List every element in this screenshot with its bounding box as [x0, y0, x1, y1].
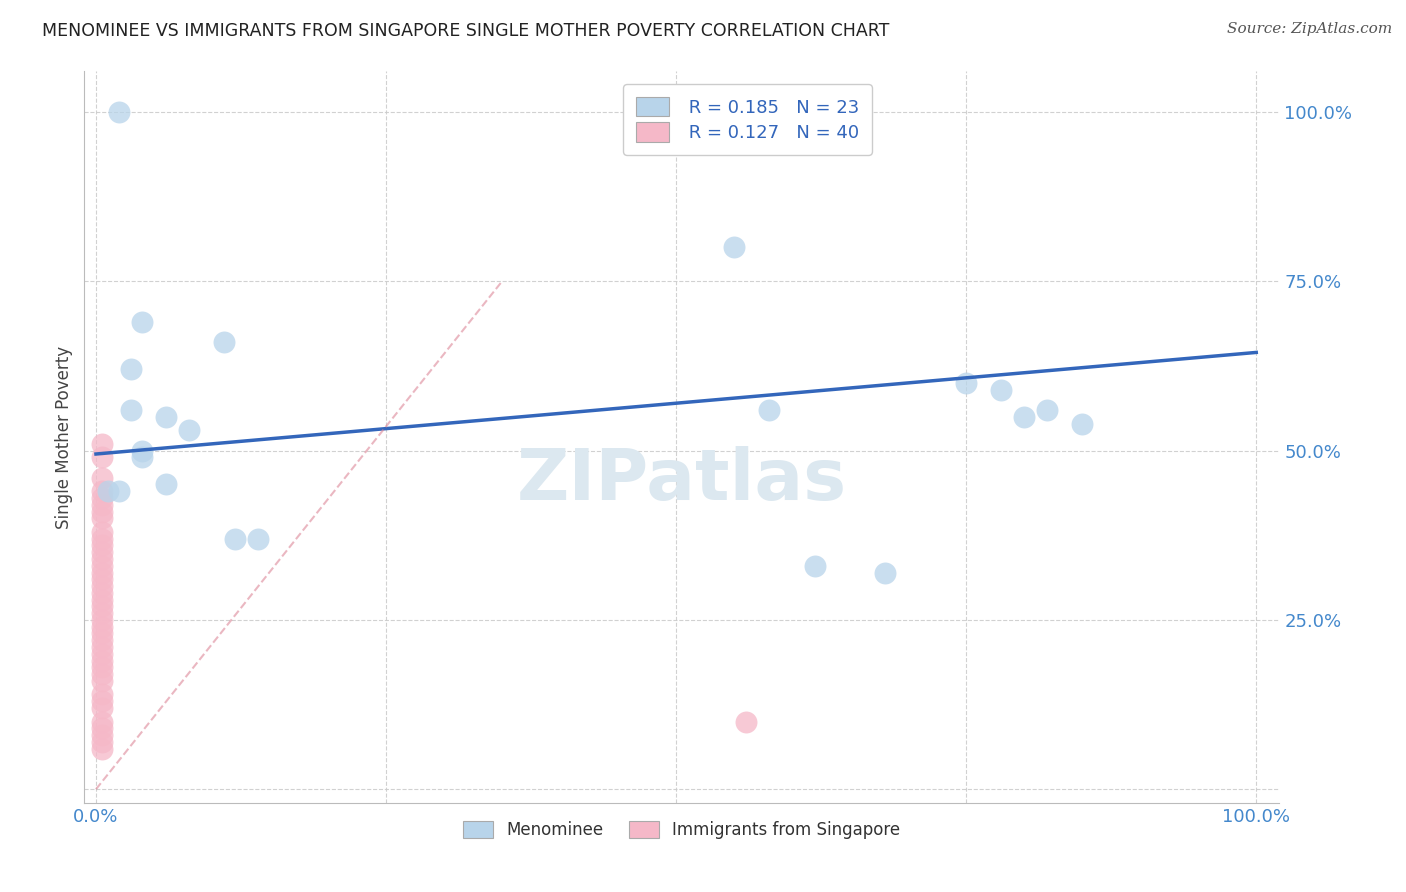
Point — [1071, 417, 1094, 431]
Point — [247, 532, 270, 546]
Point — [90, 660, 112, 674]
Point — [90, 714, 112, 729]
Point — [90, 741, 112, 756]
Point — [212, 335, 235, 350]
Point — [90, 524, 112, 539]
Point — [90, 735, 112, 749]
Point — [177, 423, 200, 437]
Point — [90, 505, 112, 519]
Point — [758, 403, 780, 417]
Point — [90, 701, 112, 715]
Point — [224, 532, 246, 546]
Point — [90, 592, 112, 607]
Point — [90, 688, 112, 702]
Point — [90, 579, 112, 593]
Point — [90, 471, 112, 485]
Point — [804, 558, 827, 573]
Point — [90, 613, 112, 627]
Point — [1036, 403, 1059, 417]
Point — [955, 376, 977, 390]
Point — [990, 383, 1012, 397]
Point — [90, 620, 112, 634]
Point — [155, 409, 177, 424]
Point — [108, 484, 131, 499]
Point — [723, 240, 745, 254]
Point — [90, 599, 112, 614]
Point — [873, 566, 896, 580]
Point — [90, 450, 112, 465]
Point — [90, 673, 112, 688]
Point — [120, 362, 142, 376]
Point — [90, 640, 112, 654]
Point — [90, 667, 112, 681]
Point — [90, 437, 112, 451]
Legend: Menominee, Immigrants from Singapore: Menominee, Immigrants from Singapore — [457, 814, 907, 846]
Point — [90, 491, 112, 505]
Point — [90, 498, 112, 512]
Text: ZIPatlas: ZIPatlas — [517, 447, 846, 516]
Point — [90, 606, 112, 620]
Point — [155, 477, 177, 491]
Point — [1012, 409, 1035, 424]
Point — [131, 315, 153, 329]
Point — [90, 647, 112, 661]
Point — [90, 484, 112, 499]
Point — [90, 566, 112, 580]
Point — [97, 484, 120, 499]
Point — [120, 403, 142, 417]
Point — [90, 532, 112, 546]
Point — [90, 572, 112, 586]
Point — [90, 545, 112, 559]
Point — [90, 626, 112, 640]
Point — [90, 694, 112, 708]
Text: Source: ZipAtlas.com: Source: ZipAtlas.com — [1226, 22, 1392, 37]
Point — [108, 105, 131, 120]
Point — [734, 714, 756, 729]
Point — [90, 538, 112, 552]
Point — [131, 443, 153, 458]
Point — [131, 450, 153, 465]
Point — [90, 552, 112, 566]
Point — [90, 586, 112, 600]
Point — [90, 728, 112, 742]
Point — [90, 511, 112, 525]
Point — [90, 654, 112, 668]
Point — [90, 558, 112, 573]
Y-axis label: Single Mother Poverty: Single Mother Poverty — [55, 345, 73, 529]
Point — [90, 721, 112, 735]
Text: MENOMINEE VS IMMIGRANTS FROM SINGAPORE SINGLE MOTHER POVERTY CORRELATION CHART: MENOMINEE VS IMMIGRANTS FROM SINGAPORE S… — [42, 22, 890, 40]
Point — [90, 633, 112, 648]
